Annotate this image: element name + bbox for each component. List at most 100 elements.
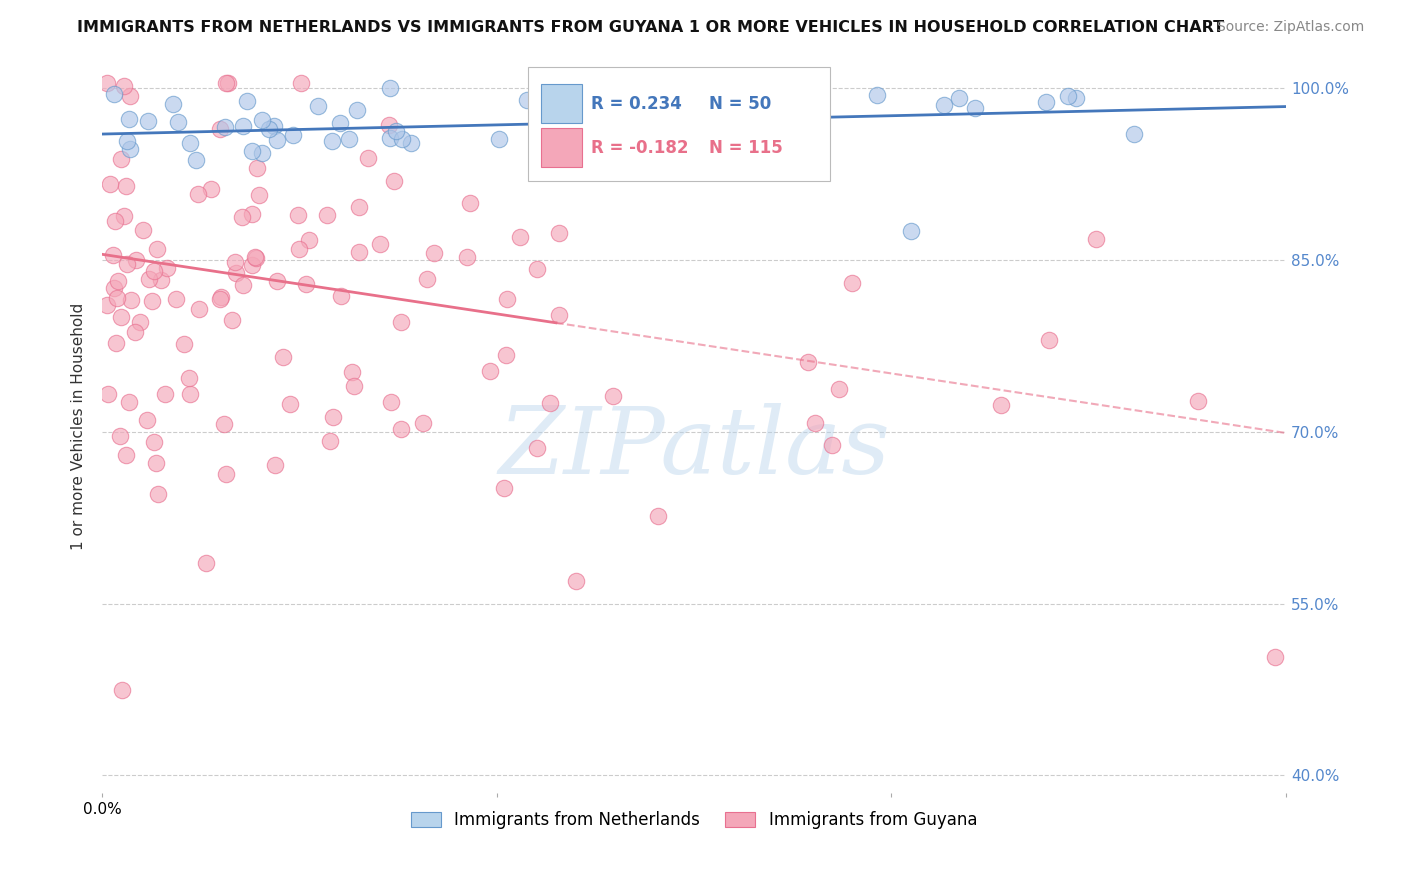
Point [173, 337, 195, 351]
Point [165, 293, 187, 307]
Point [391, 132, 413, 146]
Point [548, 309, 571, 323]
Point [1038, 333, 1060, 347]
Point [495, 348, 517, 362]
Point [125, 253, 148, 268]
Point [104, 214, 127, 228]
Point [1085, 232, 1108, 246]
Point [509, 230, 531, 244]
Point [585, 118, 607, 132]
Point [349, 244, 371, 259]
Text: ZIPatlas: ZIPatlas [498, 403, 890, 493]
Point [146, 242, 169, 256]
Point [1064, 91, 1087, 105]
FancyBboxPatch shape [541, 128, 582, 168]
Point [236, 94, 259, 108]
Point [107, 274, 129, 288]
Point [389, 422, 412, 436]
Point [97, 386, 120, 401]
Y-axis label: 1 or more Vehicles in Household: 1 or more Vehicles in Household [72, 302, 86, 549]
Text: R = 0.234: R = 0.234 [591, 95, 682, 112]
Point [115, 448, 138, 462]
Point [240, 144, 263, 158]
Point [245, 251, 267, 265]
Point [647, 508, 669, 523]
Point [215, 467, 238, 481]
Point [101, 247, 124, 261]
Point [136, 114, 159, 128]
Point [110, 153, 132, 167]
Point [595, 164, 617, 178]
Point [378, 119, 401, 133]
Point [932, 98, 955, 112]
Point [108, 429, 131, 443]
FancyBboxPatch shape [529, 67, 830, 180]
Text: IMMIGRANTS FROM NETHERLANDS VS IMMIGRANTS FROM GUYANA 1 OR MORE VEHICLES IN HOUS: IMMIGRANTS FROM NETHERLANDS VS IMMIGRANT… [77, 20, 1225, 35]
Point [965, 101, 987, 115]
Point [526, 442, 548, 456]
Point [263, 119, 285, 133]
Point [412, 416, 434, 430]
Point [221, 313, 243, 327]
Point [380, 394, 402, 409]
Point [103, 87, 125, 102]
Point [564, 574, 586, 588]
Point [118, 395, 141, 409]
Point [209, 290, 232, 304]
Point [526, 261, 548, 276]
Point [516, 94, 538, 108]
Point [263, 458, 285, 473]
Point [103, 280, 125, 294]
Point [378, 131, 401, 145]
Point [378, 80, 401, 95]
Point [179, 386, 201, 401]
Point [121, 293, 143, 308]
Point [225, 266, 247, 280]
Point [343, 379, 366, 393]
Point [124, 325, 146, 339]
Point [105, 291, 128, 305]
Point [357, 151, 380, 165]
Point [538, 396, 561, 410]
Point [187, 187, 209, 202]
Point [114, 78, 136, 93]
Point [96, 298, 118, 312]
Point [143, 263, 166, 277]
Point [188, 301, 211, 316]
FancyBboxPatch shape [541, 84, 582, 123]
Point [246, 161, 269, 175]
Point [200, 181, 222, 195]
Text: R = -0.182: R = -0.182 [591, 138, 689, 157]
Point [900, 224, 922, 238]
Point [385, 124, 408, 138]
Point [828, 382, 851, 396]
Point [737, 137, 759, 152]
Point [115, 134, 138, 148]
Point [1057, 89, 1080, 103]
Point [797, 355, 820, 369]
Point [329, 116, 352, 130]
Point [217, 75, 239, 89]
Point [179, 136, 201, 150]
Point [242, 207, 264, 221]
Text: N = 50: N = 50 [710, 95, 772, 112]
Point [1123, 128, 1146, 142]
Text: Source: ZipAtlas.com: Source: ZipAtlas.com [1216, 20, 1364, 34]
Point [209, 292, 232, 306]
Point [167, 115, 190, 129]
Point [865, 87, 887, 102]
Point [633, 106, 655, 120]
Point [278, 397, 301, 411]
Point [214, 75, 236, 89]
Point [551, 128, 574, 142]
Point [132, 223, 155, 237]
Point [530, 125, 553, 139]
Point [319, 434, 342, 449]
Point [948, 91, 970, 105]
Point [458, 196, 481, 211]
Point [1264, 650, 1286, 665]
Point [416, 272, 439, 286]
Text: N = 115: N = 115 [710, 138, 783, 157]
Point [156, 261, 179, 276]
Point [294, 277, 316, 291]
